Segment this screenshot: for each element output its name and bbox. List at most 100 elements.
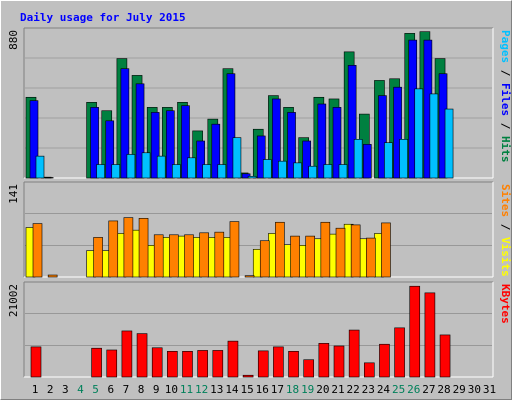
bar-kbytes-kbytes-day-12: [197, 350, 208, 378]
bar-usage-pages-day-22: [353, 139, 363, 179]
bar-usage-pages-day-14: [232, 137, 242, 179]
panel-usage-max-label: 880: [7, 30, 20, 50]
bar-usage-pages-day-20: [323, 164, 333, 179]
bar-usage-files-day-24: [378, 95, 387, 179]
bar-usage-files-day-18: [287, 112, 296, 179]
bar-kbytes-kbytes-day-15: [242, 374, 254, 378]
bar-usage-pages-day-11: [187, 157, 196, 179]
bar-usage-pages-day-18: [293, 162, 302, 179]
x-tick-day-20: 20: [316, 383, 329, 396]
x-tick-day-24: 24: [377, 383, 391, 396]
bar-kbytes-kbytes-day-24: [379, 343, 390, 378]
x-tick-day-7: 7: [123, 383, 130, 396]
bar-usage-files-day-10: [166, 110, 175, 179]
bar-visits-sites-day-10: [169, 234, 179, 278]
bar-kbytes-kbytes-day-1: [30, 346, 42, 378]
bar-kbytes-kbytes-day-8: [136, 333, 148, 378]
panel-kbytes-max-label: 21002: [7, 284, 20, 317]
bar-visits-sites-day-9: [153, 234, 164, 278]
x-tick-day-26: 26: [407, 383, 420, 396]
x-tick-day-19: 19: [301, 383, 314, 396]
x-tick-day-28: 28: [437, 383, 450, 396]
axis-label-pages: Pages: [499, 30, 511, 63]
x-tick-day-16: 16: [256, 383, 269, 396]
bar-visits-sites-day-22: [350, 224, 361, 278]
bar-visits-sites-day-23: [365, 237, 376, 278]
bar-usage-files-day-6: [105, 120, 115, 179]
axis-label-sites: Sites: [499, 184, 511, 217]
x-tick-day-4: 4: [77, 383, 84, 396]
x-tick-day-8: 8: [138, 383, 145, 396]
bar-visits-sites-day-13: [214, 231, 225, 278]
x-tick-day-15: 15: [240, 383, 253, 396]
x-tick-day-25: 25: [392, 383, 405, 396]
bar-usage-pages-day-9: [156, 155, 166, 179]
bar-visits-sites-day-1: [32, 223, 43, 278]
bar-usage-files-day-15: [241, 173, 251, 179]
x-tick-day-6: 6: [107, 383, 114, 396]
bar-kbytes-kbytes-day-19: [303, 359, 315, 378]
bar-visits-sites-day-19: [305, 235, 316, 278]
x-tick-day-18: 18: [286, 383, 299, 396]
bar-usage-files-day-21: [332, 107, 342, 179]
bar-visits-sites-day-5: [93, 237, 103, 278]
x-tick-day-17: 17: [271, 383, 284, 396]
bar-usage-pages-day-19: [308, 165, 318, 179]
panel-usage-axis-label: Pages / Files / Hits: [499, 30, 511, 163]
bar-usage-pages-day-27: [429, 93, 439, 179]
bar-usage-pages-day-28: [444, 108, 454, 179]
x-tick-day-3: 3: [62, 383, 69, 396]
bar-usage-files-day-16: [256, 135, 266, 179]
bar-kbytes-kbytes-day-11: [182, 351, 193, 378]
axis-label-separator: /: [499, 116, 511, 136]
x-tick-day-22: 22: [347, 383, 360, 396]
bar-usage-files-day-8: [135, 83, 145, 179]
bar-kbytes-kbytes-day-13: [212, 350, 224, 378]
bar-usage-pages-day-7: [126, 154, 136, 179]
bar-usage-files-day-25: [393, 86, 402, 179]
bar-kbytes-kbytes-day-25: [394, 327, 405, 378]
bar-usage-pages-day-8: [141, 152, 151, 179]
bar-kbytes-kbytes-day-27: [424, 292, 436, 378]
bar-kbytes-kbytes-day-14: [227, 340, 239, 378]
bar-kbytes-kbytes-day-17: [273, 346, 284, 378]
bar-kbytes-kbytes-day-7: [121, 330, 133, 378]
bar-visits-sites-day-20: [320, 221, 331, 278]
bar-visits-sites-day-7: [123, 217, 134, 278]
x-tick-day-1: 1: [32, 383, 39, 396]
x-tick-day-10: 10: [165, 383, 178, 396]
bar-usage-pages-day-17: [278, 160, 287, 179]
bar-kbytes-kbytes-day-21: [333, 345, 345, 378]
x-tick-day-29: 29: [453, 383, 466, 396]
bar-usage-files-day-23: [362, 144, 372, 179]
bar-usage-pages-day-16: [262, 159, 272, 179]
x-tick-day-9: 9: [153, 383, 160, 396]
bar-kbytes-kbytes-day-18: [288, 351, 299, 378]
x-tick-day-14: 14: [225, 383, 239, 396]
bar-usage-files-day-12: [196, 140, 205, 179]
bar-usage-pages-day-12: [202, 164, 211, 179]
bar-usage-files-day-5: [90, 107, 99, 179]
bar-usage-files-day-7: [120, 68, 130, 179]
bar-usage-pages-day-13: [217, 164, 227, 179]
bar-usage-files-day-17: [272, 98, 281, 179]
bar-kbytes-kbytes-day-26: [409, 285, 421, 378]
bar-visits-sites-day-21: [335, 227, 346, 278]
x-tick-day-12: 12: [195, 383, 208, 396]
x-tick-day-21: 21: [331, 383, 344, 396]
panel-kbytes-axis-label: KBytes: [499, 284, 511, 324]
bar-kbytes-kbytes-day-9: [151, 347, 163, 378]
axis-label-files: Files: [499, 83, 511, 116]
chart-title: Daily usage for July 2015: [20, 11, 186, 24]
bar-usage-files-day-11: [181, 105, 190, 179]
bar-usage-pages-day-25: [399, 139, 408, 179]
bar-usage-pages-day-5: [96, 164, 105, 179]
bar-visits-sites-day-8: [138, 217, 149, 278]
axis-label-hits: Hits: [499, 136, 511, 163]
bar-usage-pages-day-15: [247, 176, 257, 179]
bar-visits-sites-day-17: [275, 221, 285, 278]
bar-usage-pages-day-26: [414, 88, 424, 179]
axis-label-kbytes: KBytes: [499, 284, 511, 324]
bar-usage-pages-day-10: [172, 164, 181, 179]
